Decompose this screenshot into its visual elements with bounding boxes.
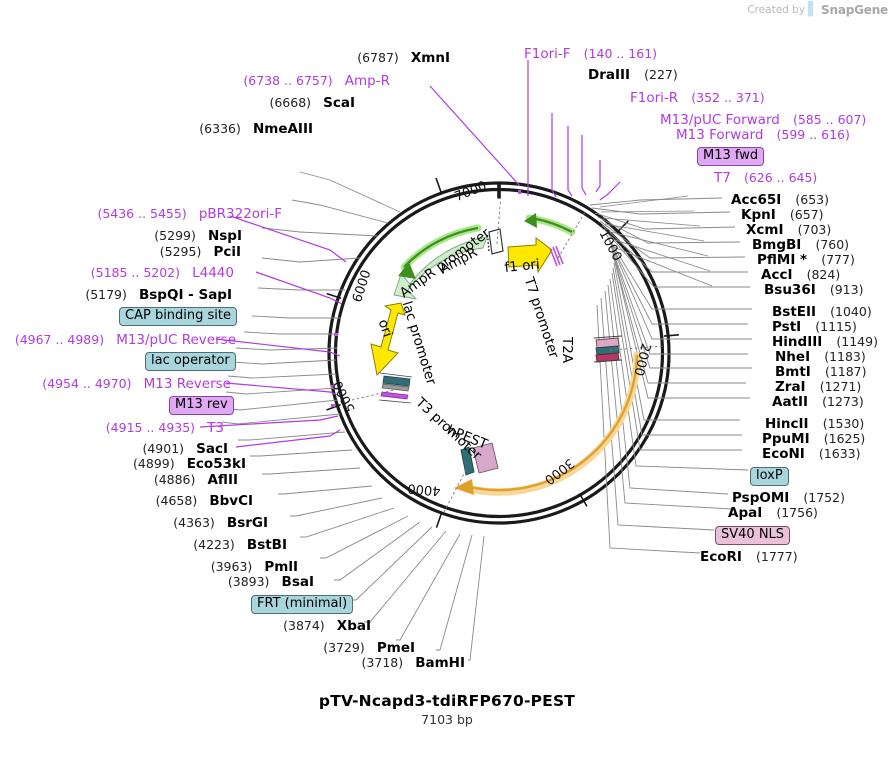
label-t3-primer[interactable]: (4915 .. 4935) T3 (105, 420, 224, 436)
label-xcmi[interactable]: XcmI (703) (746, 222, 832, 238)
label-acc65i[interactable]: Acc65I (653) (731, 192, 829, 208)
label-ppumi[interactable]: PpuMI (1625) (762, 431, 866, 447)
label-m13-reverse[interactable]: (4954 .. 4970) M13 Reverse (42, 376, 231, 392)
label-bbvci[interactable]: (4658) BbvCI (155, 493, 253, 509)
plasmid-length: 7103 bp (421, 712, 473, 727)
label-pmei[interactable]: (3729) PmeI (323, 640, 415, 656)
credit-text: Created by (747, 3, 806, 16)
label-t7-primer[interactable]: T7 (626 .. 645) (714, 170, 818, 186)
primer-marks (331, 190, 521, 407)
badge-sv40-nls[interactable]: SV40 NLS (715, 526, 791, 545)
label-f1ori-r[interactable]: F1ori-R (352 .. 371) (630, 90, 765, 106)
feature-cds-arc (454, 351, 641, 496)
label-kpni[interactable]: KpnI (657) (741, 207, 824, 223)
snapgene-logo-icon: ▌ (808, 2, 819, 17)
label-bmti[interactable]: BmtI (1187) (775, 364, 867, 380)
label-bsteii[interactable]: BstEII (1040) (772, 304, 872, 320)
label-nhei[interactable]: NheI (1183) (775, 349, 866, 365)
label-hindiii[interactable]: HindIII (1149) (772, 334, 878, 350)
label-bstbi[interactable]: (4223) BstBI (193, 537, 287, 553)
label-draiii[interactable]: DraIII (227) (588, 67, 678, 83)
label-scai[interactable]: (6668) ScaI (269, 95, 355, 111)
label-pcii[interactable]: (5295) PciI (159, 244, 241, 260)
label-aatii[interactable]: AatII (1273) (772, 394, 864, 410)
label-bamhi[interactable]: (3718) BamHI (361, 655, 465, 671)
label-aflii[interactable]: (4886) AflII (153, 472, 238, 488)
feature-label-t2a: T2A (559, 337, 575, 364)
leader-lines-right-fan (599, 195, 713, 287)
label-bsu36i[interactable]: Bsu36I (913) (764, 282, 864, 298)
label-psti[interactable]: PstI (1115) (772, 319, 857, 335)
label-bsai[interactable]: (3893) BsaI (227, 574, 314, 590)
plasmid-backbone-outer (327, 181, 671, 525)
feature-connectors (351, 193, 665, 513)
feature-f1-ori (507, 213, 576, 274)
label-bspqi-sapi[interactable]: (5179) BspQI - SapI (85, 287, 232, 303)
label-zrai[interactable]: ZraI (1271) (775, 379, 862, 395)
feature-lac-block (378, 372, 413, 404)
label-pmli[interactable]: (3963) PmlI (210, 559, 298, 575)
label-pflmi[interactable]: PflMI * (777) (757, 252, 855, 268)
badge-m13-rev[interactable]: M13 rev (169, 396, 234, 415)
feature-ampr (393, 224, 504, 300)
page-title: pTV-Ncapd3-tdiRFP670-PEST (318, 692, 576, 710)
leader-lines-feature (199, 60, 621, 448)
label-bsrgi[interactable]: (4363) BsrGI (173, 515, 268, 531)
label-ecori[interactable]: EcoRI (1777) (700, 549, 798, 565)
feature-t7-promoter-mark (549, 245, 564, 267)
label-econi[interactable]: EcoNI (1633) (762, 446, 861, 462)
label-nmeaiii[interactable]: (6336) NmeAIII (199, 121, 313, 137)
label-hincii[interactable]: HincII (1530) (765, 416, 865, 432)
label-m13-puc-reverse[interactable]: (4967 .. 4989) M13/pUC Reverse (14, 332, 236, 348)
snapgene-brand: SnapGene (821, 2, 888, 17)
label-pspomi[interactable]: PspOMI (1752) (732, 490, 845, 506)
label-xmni[interactable]: (6787) XmnI (357, 50, 450, 66)
ruler-ticks (326, 177, 679, 528)
badge-loxp[interactable]: loxP (750, 467, 789, 486)
label-xbai[interactable]: (3874) XbaI (283, 618, 371, 634)
label-m13-forward[interactable]: M13 Forward (599 .. 616) (676, 127, 850, 143)
badge-frt-minimal[interactable]: FRT (minimal) (251, 595, 354, 614)
feature-hpest-block (460, 442, 499, 476)
leader-lines-left (221, 171, 485, 661)
label-acci[interactable]: AccI (824) (761, 267, 841, 283)
label-amp-r[interactable]: (6738 .. 6757) Amp-R (243, 73, 390, 89)
feature-ori (370, 302, 406, 377)
label-f1ori-f[interactable]: F1ori-F (140 .. 161) (524, 46, 658, 62)
snapgene-credit: Created by ▌ SnapGene (747, 2, 888, 17)
label-saci[interactable]: (4901) SacI (142, 441, 228, 457)
feature-t2a-block (593, 335, 623, 363)
badge-lac-operator[interactable]: lac operator (145, 352, 236, 371)
label-nspi[interactable]: (5299) NspI (154, 228, 242, 244)
label-pbr322ori-f[interactable]: (5436 .. 5455) pBR322ori-F (97, 206, 282, 222)
label-apai[interactable]: ApaI (1756) (728, 505, 818, 521)
ruler-label-4000: 4000 (406, 480, 442, 498)
badge-cap-binding-site[interactable]: CAP binding site (119, 307, 238, 326)
badge-m13-fwd[interactable]: M13 fwd (697, 147, 765, 166)
label-l4440[interactable]: (5185 .. 5202) L4440 (90, 265, 234, 281)
label-m13-puc-forward[interactable]: M13/pUC Forward (585 .. 607) (660, 112, 867, 128)
label-eco53ki[interactable]: (4899) Eco53kI (133, 456, 246, 472)
label-bmgbi[interactable]: BmgBI (760) (752, 237, 850, 253)
